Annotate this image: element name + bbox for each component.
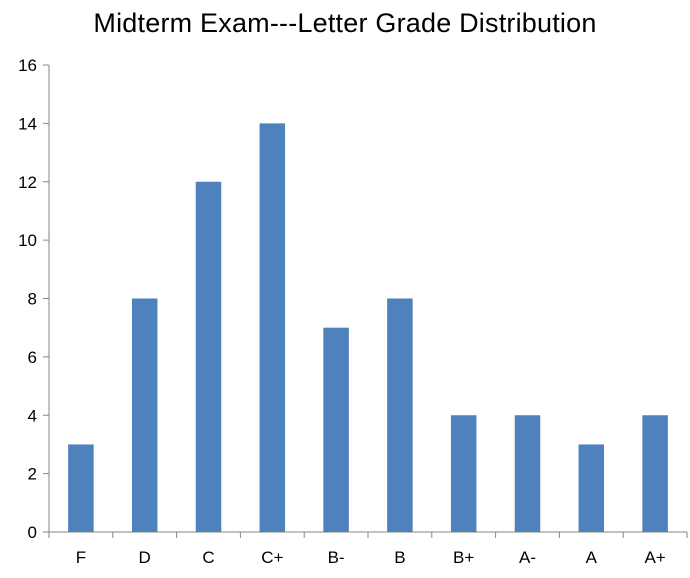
x-tick-label: A: [586, 548, 598, 567]
y-tick-label: 10: [18, 231, 37, 250]
y-tick-label: 14: [18, 114, 37, 133]
x-tick-label: B: [394, 548, 405, 567]
x-tick-label: F: [76, 548, 86, 567]
bar-F: [68, 444, 94, 532]
bar-A: [578, 444, 605, 532]
y-tick-label: 6: [28, 348, 37, 367]
bar-B-: [323, 327, 349, 532]
y-tick-label: 4: [28, 406, 37, 425]
x-tick-label: A+: [644, 548, 665, 567]
bar-C: [195, 181, 222, 532]
y-tick-label: 2: [28, 465, 37, 484]
x-tick-label: C: [202, 548, 214, 567]
y-tick-label: 16: [18, 56, 37, 75]
x-tick-label: C+: [261, 548, 283, 567]
x-tick-label: D: [139, 548, 151, 567]
bars: [68, 123, 668, 532]
x-tick-label: A-: [519, 548, 536, 567]
bar-B+: [450, 415, 477, 532]
bar-B: [387, 298, 413, 532]
chart-title: Midterm Exam---Letter Grade Distribution: [93, 8, 597, 38]
y-tick-label: 0: [28, 523, 37, 542]
bar-A+: [642, 415, 668, 532]
bar-D: [131, 298, 158, 532]
y-tick-label: 8: [28, 290, 37, 309]
x-tick-label: B+: [453, 548, 474, 567]
x-tick-label: B-: [328, 548, 345, 567]
bar-A-: [514, 415, 541, 532]
y-tick-label: 12: [18, 173, 37, 192]
bar-C+: [259, 123, 286, 532]
tick-labels: 0 2 4 6 8 10 12 14 16 F D C C+ B- B B+ A- A A+: [18, 56, 666, 567]
